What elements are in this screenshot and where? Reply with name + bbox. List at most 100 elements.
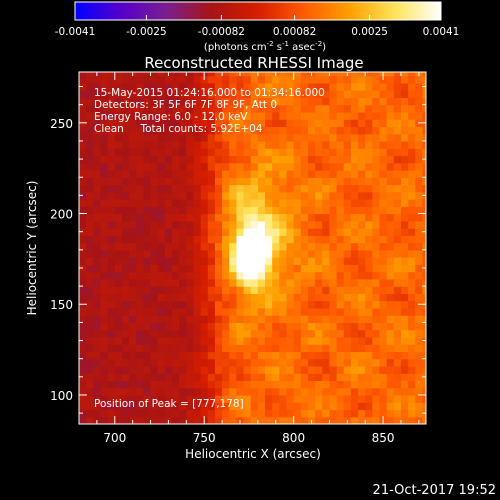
heatmap-cell (164, 351, 173, 360)
heatmap-cell (279, 249, 288, 258)
heatmap-cell (379, 394, 388, 403)
heatmap-cell (222, 191, 230, 200)
heatmap-cell (293, 322, 302, 331)
heatmap-cell (164, 133, 173, 142)
heatmap-cell (207, 148, 216, 157)
heatmap-cell (343, 220, 352, 229)
heatmap-cell (229, 300, 238, 309)
heatmap-cell (114, 249, 123, 258)
heatmap-cell (315, 307, 323, 316)
heatmap-cell (257, 119, 266, 128)
heatmap-cell (286, 358, 295, 367)
heatmap-cell (157, 206, 166, 215)
heatmap-cell (229, 242, 238, 251)
heatmap-cell (172, 351, 180, 360)
heatmap-cell (136, 293, 144, 302)
heatmap-cell (243, 220, 252, 229)
heatmap-cell (79, 322, 87, 331)
heatmap-cell (279, 416, 288, 424)
heatmap-cell (236, 213, 245, 222)
heatmap-cell (358, 97, 366, 106)
heatmap-cell (372, 140, 381, 149)
heatmap-cell (114, 191, 123, 200)
heatmap-cell (300, 126, 309, 135)
heatmap-cell (422, 206, 426, 215)
heatmap-cell (293, 358, 302, 367)
heatmap-cell (186, 82, 195, 91)
heatmap-cell (207, 235, 216, 244)
heatmap-cell (279, 394, 288, 403)
heatmap-cell (336, 206, 345, 215)
heatmap-cell (293, 336, 302, 345)
heatmap-cell (358, 358, 366, 367)
heatmap-cell (372, 358, 381, 367)
heatmap-cell (129, 242, 137, 251)
heatmap-cell (400, 315, 409, 323)
heatmap-cell (236, 257, 245, 265)
heatmap-cell (79, 199, 87, 207)
heatmap-cell (150, 169, 159, 178)
heatmap-cell (114, 300, 123, 309)
info-time-range: 15-May-2015 01:24:16.000 to 01:34:16.000 (94, 87, 325, 99)
heatmap-cell (150, 329, 159, 338)
heatmap-cell (186, 315, 195, 323)
heatmap-cell (400, 402, 409, 411)
heatmap-cell (386, 315, 395, 323)
colorbar-tick-label: 0.00082 (273, 26, 316, 38)
heatmap-cell (393, 82, 402, 91)
heatmap-cell (136, 322, 144, 331)
heatmap-cell (322, 365, 331, 374)
heatmap-cell (257, 133, 266, 142)
heatmap-cell (121, 220, 130, 229)
heatmap-cell (236, 199, 245, 207)
heatmap-cell (143, 82, 152, 91)
heatmap-cell (415, 177, 424, 186)
heatmap-cell (336, 140, 345, 149)
heatmap-cell (265, 75, 273, 84)
heatmap-cell (336, 119, 345, 128)
heatmap-cell (343, 162, 352, 171)
heatmap-cell (114, 75, 123, 84)
heatmap-cell (336, 177, 345, 186)
heatmap-cell (129, 373, 137, 382)
heatmap-cell (307, 315, 316, 323)
heatmap-cell (193, 257, 202, 265)
heatmap-cell (408, 111, 416, 120)
heatmap-cell (415, 97, 424, 106)
heatmap-cell (172, 75, 180, 84)
heatmap-cell (307, 104, 316, 113)
heatmap-cell (172, 300, 180, 309)
heatmap-cell (279, 206, 288, 215)
heatmap-cell (207, 329, 216, 338)
heatmap-cell (350, 220, 359, 229)
heatmap-cell (100, 365, 109, 374)
heatmap-cell (100, 97, 109, 106)
heatmap-cell (93, 271, 102, 280)
heatmap-cell (358, 72, 366, 77)
heatmap-cell (322, 119, 331, 128)
heatmap-cell (386, 264, 395, 273)
heatmap-cell (179, 148, 187, 157)
heatmap-cell (315, 155, 323, 164)
heatmap-cell (236, 140, 245, 149)
heatmap-cell (408, 235, 416, 244)
heatmap-cell (315, 344, 323, 353)
heatmap-cell (265, 271, 273, 280)
heatmap-cell (193, 322, 202, 331)
heatmap-cell (286, 380, 295, 389)
heatmap-cell (372, 394, 381, 403)
heatmap-cell (422, 394, 426, 403)
y-axis-label: Heliocentric Y (arcsec) (25, 181, 39, 316)
heatmap-cell (193, 394, 202, 403)
heatmap-cell (300, 242, 309, 251)
heatmap-cell (107, 249, 116, 258)
heatmap-cell (150, 155, 159, 164)
heatmap-cell (408, 293, 416, 302)
heatmap-cell (286, 82, 295, 91)
heatmap-cell (315, 177, 323, 186)
heatmap-cell (286, 322, 295, 331)
heatmap-cell (200, 133, 209, 142)
heatmap-cell (372, 380, 381, 389)
heatmap-cell (79, 169, 87, 178)
heatmap-cell (257, 336, 266, 345)
